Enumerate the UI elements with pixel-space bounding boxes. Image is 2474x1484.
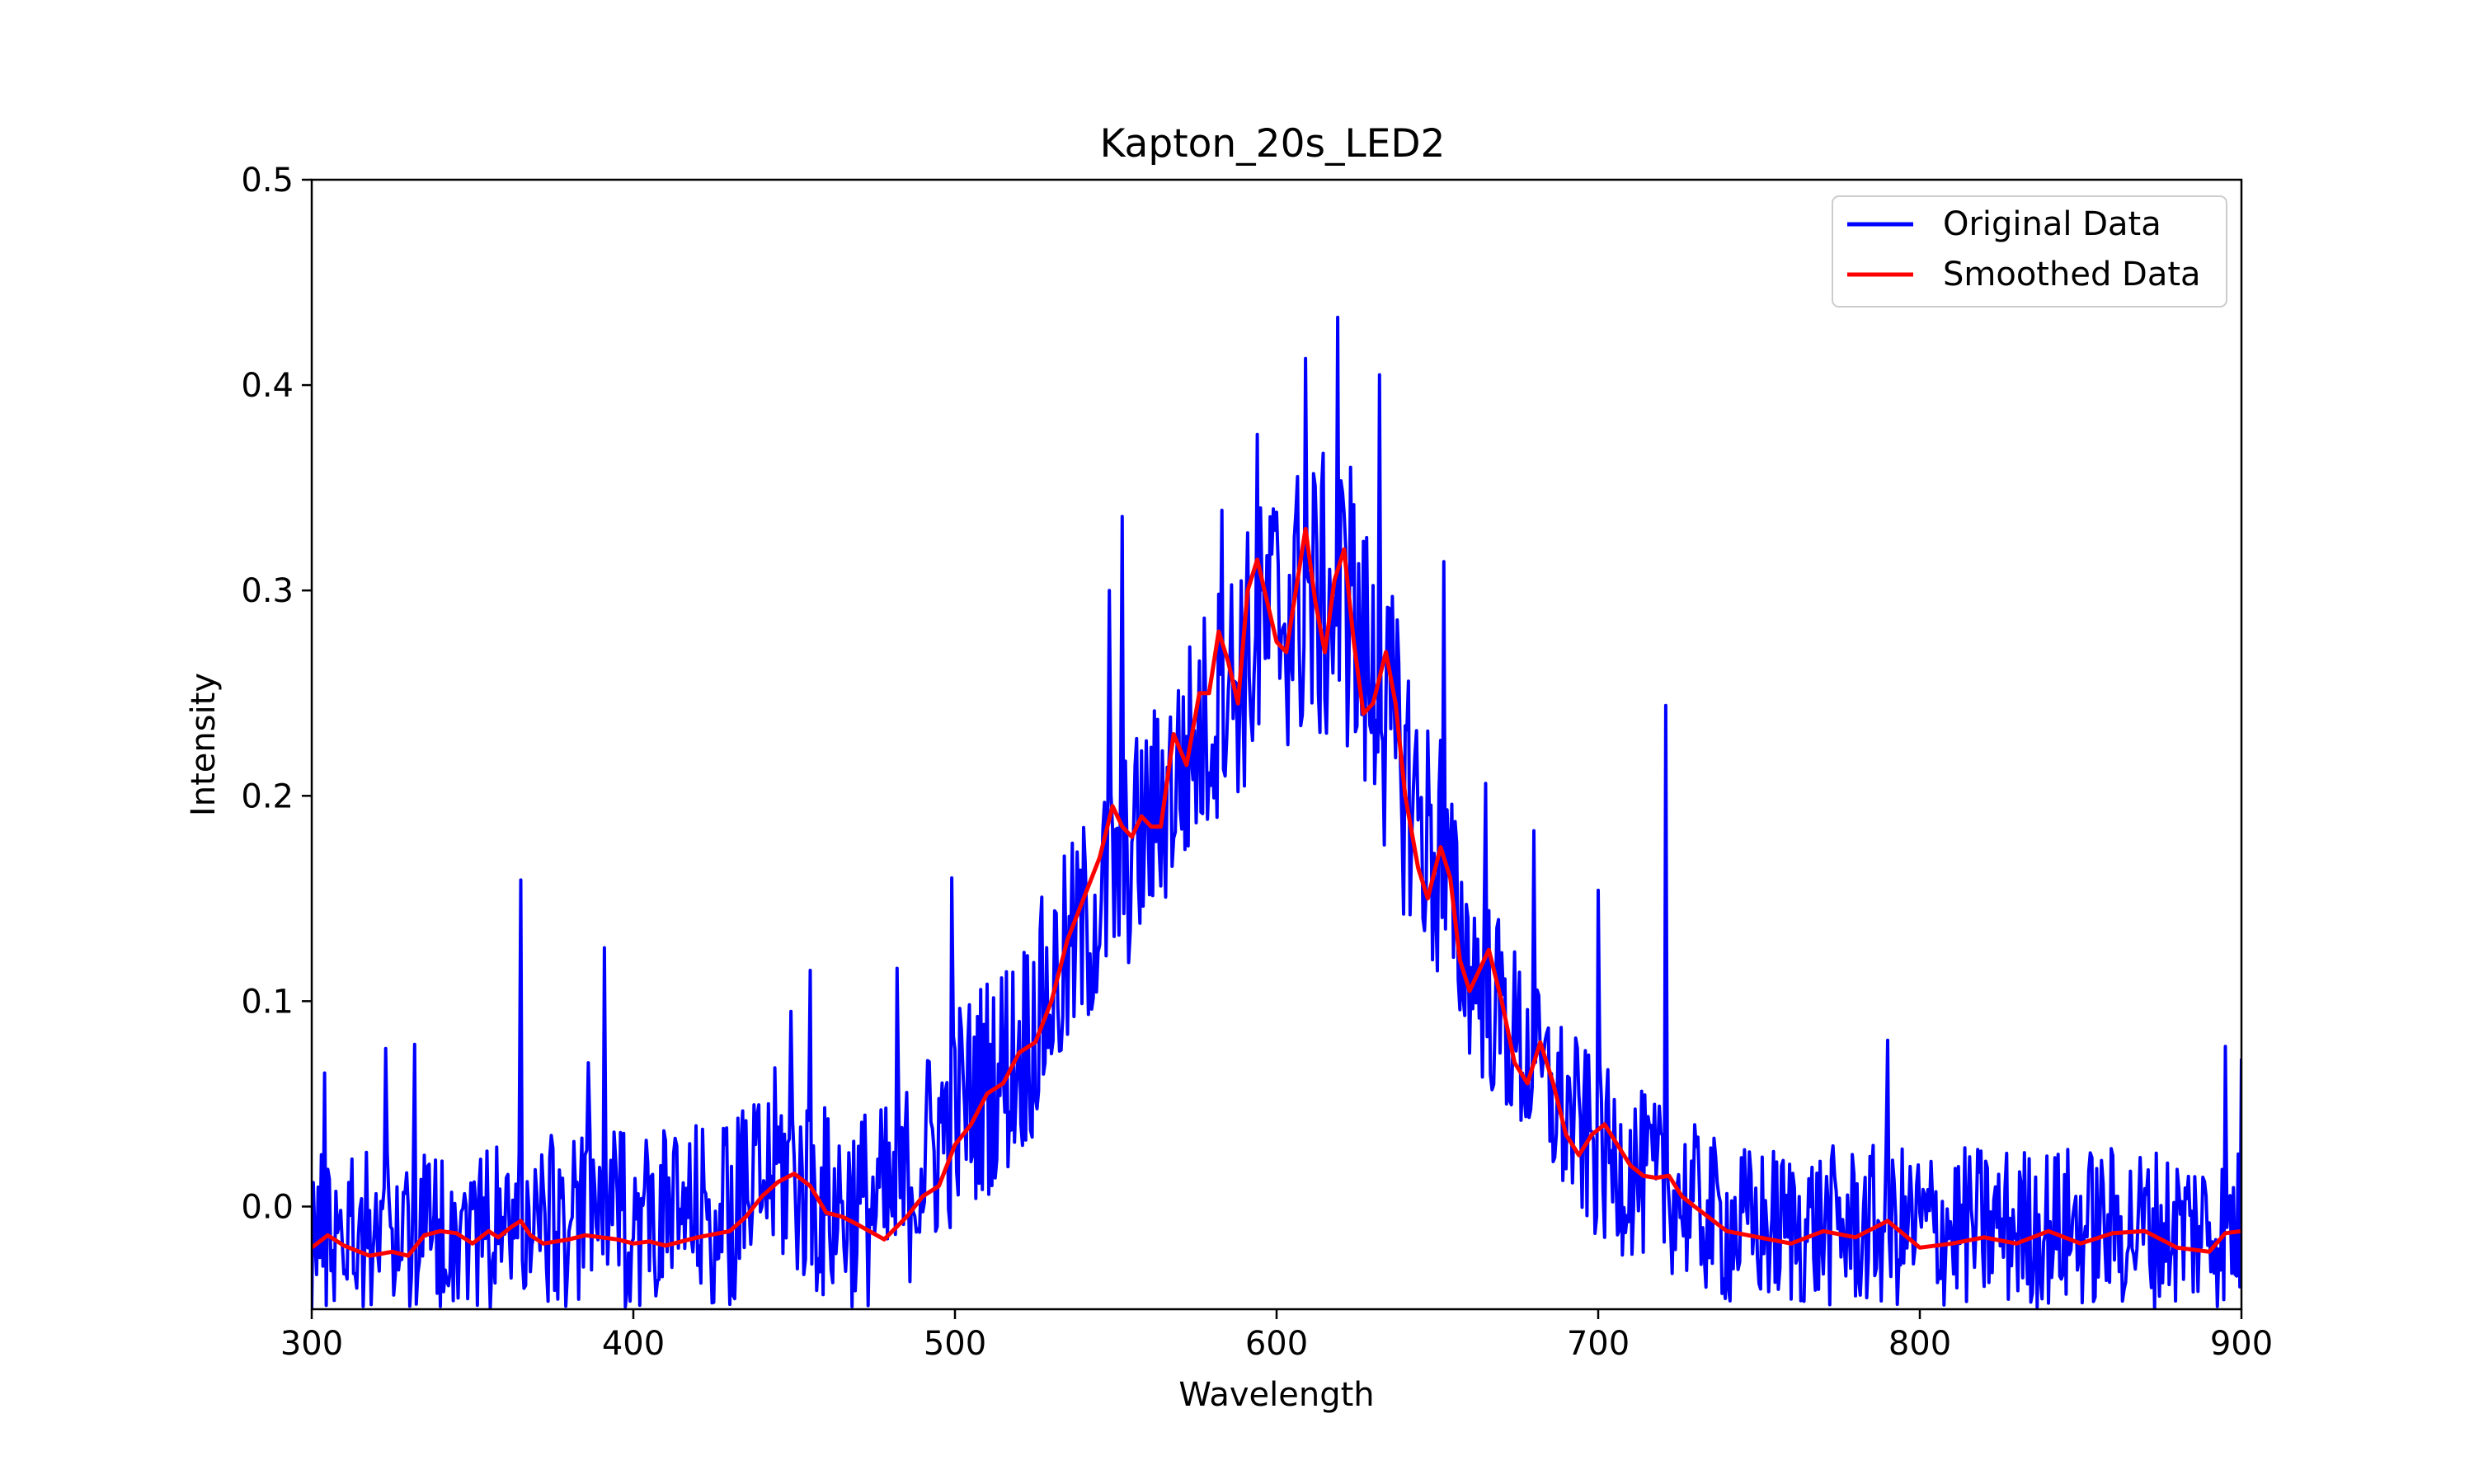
y-axis-label: Intensity: [185, 673, 223, 816]
x-tick-label: 500: [924, 1325, 986, 1363]
x-tick-label: 600: [1245, 1325, 1308, 1363]
y-tick-label: 0.4: [241, 367, 294, 405]
x-tick-label: 900: [2210, 1325, 2273, 1363]
x-tick-label: 700: [1567, 1325, 1630, 1363]
series-original-data-line: [312, 315, 2241, 1309]
legend-label-original-data: Original Data: [1943, 205, 2161, 243]
x-axis-label: Wavelength: [1178, 1376, 1374, 1414]
y-tick-label: 0.0: [241, 1188, 294, 1226]
legend: Original Data Smoothed Data: [1832, 195, 2227, 308]
x-axis: 300 400 500 600 700 800 900: [280, 1309, 2273, 1363]
series-smoothed-data-line: [312, 527, 2241, 1258]
y-axis: 0.0 0.1 0.2 0.3 0.4 0.5: [241, 162, 312, 1226]
x-tick-label: 400: [602, 1325, 665, 1363]
x-tick-label: 800: [1888, 1325, 1951, 1363]
y-tick-label: 0.2: [241, 777, 294, 815]
y-tick-label: 0.3: [241, 572, 294, 610]
legend-label-smoothed-data: Smoothed Data: [1943, 256, 2201, 294]
plot-area: [312, 315, 2241, 1309]
y-tick-label: 0.1: [241, 983, 294, 1021]
chart-title: Kapton_20s_LED2: [1100, 121, 1446, 167]
x-tick-label: 300: [280, 1325, 343, 1363]
legend-box: [1832, 195, 2227, 308]
y-tick-label: 0.5: [241, 162, 294, 200]
